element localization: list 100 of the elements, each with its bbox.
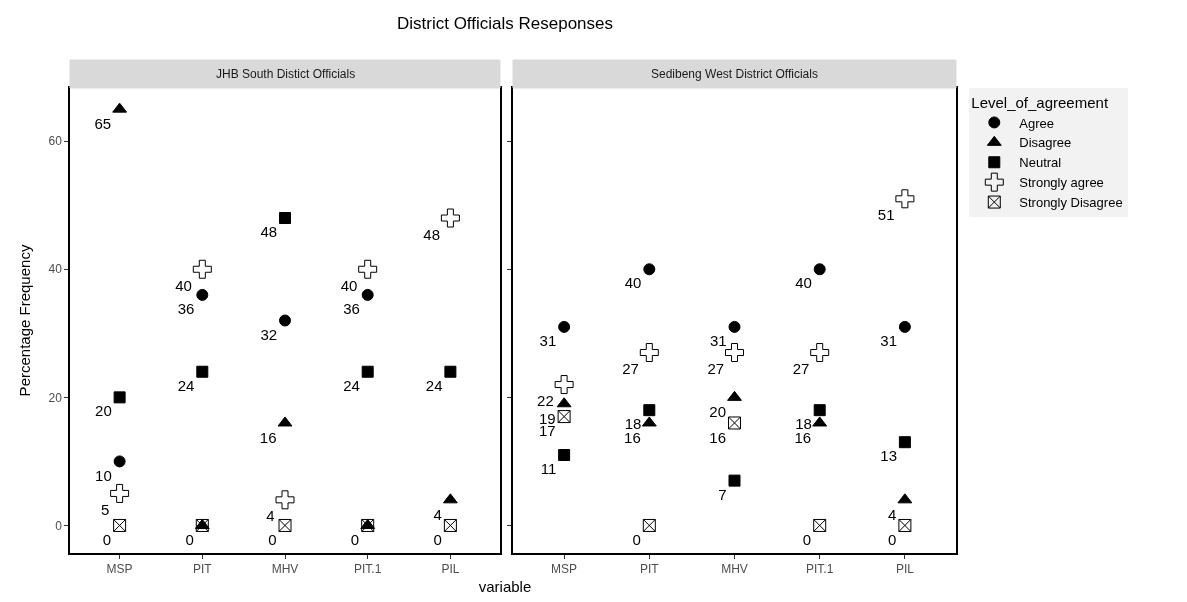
x-tick-label: PIT.1 — [806, 562, 834, 577]
point — [643, 263, 656, 276]
point — [813, 263, 826, 276]
data-label: 36 — [177, 300, 195, 318]
x-axis-title: variable — [477, 578, 533, 595]
data-label: 19 — [538, 409, 556, 427]
legend-label: Agree — [1019, 115, 1054, 131]
x-tick-label: MHV — [721, 562, 748, 577]
point — [113, 455, 126, 468]
chart-title: District Officials Reseponses — [395, 14, 614, 34]
chart-subtitle: Sedibeng West District Officials — [651, 67, 818, 81]
point — [443, 518, 457, 532]
x-tick-label: MSP — [106, 562, 133, 577]
point — [895, 189, 915, 209]
data-label: 48 — [423, 225, 441, 243]
y-axis-title: Percentage Frequency — [15, 244, 33, 397]
point — [279, 314, 291, 327]
data-label: 4 — [266, 507, 275, 525]
point — [361, 288, 374, 301]
y-tick-label: 40 — [48, 262, 63, 277]
point — [558, 320, 571, 333]
point — [639, 343, 659, 363]
data-label: 27 — [792, 360, 810, 378]
y-tick-label: 60 — [48, 134, 63, 149]
x-tick-label: PIL — [895, 562, 915, 577]
y-tick-label: 20 — [48, 390, 63, 405]
x-tick-label: PIT — [192, 562, 213, 577]
point — [898, 518, 912, 532]
data-label: 51 — [877, 206, 895, 224]
data-label: 0 — [185, 531, 194, 549]
point — [110, 483, 130, 503]
legend-label: Neutral — [1019, 155, 1062, 171]
data-label: 27 — [707, 360, 725, 378]
data-label: 27 — [622, 360, 639, 378]
point — [113, 518, 127, 532]
point — [813, 404, 826, 417]
point — [358, 259, 378, 279]
point — [642, 518, 656, 532]
data-label: 5 — [100, 501, 110, 519]
point — [278, 518, 292, 532]
data-label: 31 — [709, 332, 727, 350]
point — [192, 259, 212, 279]
legend-label: Disagree — [1019, 135, 1072, 151]
data-label: 40 — [175, 276, 192, 294]
data-label: 0 — [102, 531, 112, 549]
data-label: 0 — [433, 531, 442, 549]
x-tick-label: PIT.1 — [354, 562, 382, 577]
point — [728, 416, 741, 430]
data-label: 0 — [268, 531, 277, 549]
y-tick-label: 0 — [55, 518, 63, 533]
point — [361, 365, 374, 378]
data-label: 0 — [632, 531, 641, 549]
point — [554, 375, 574, 395]
data-label: 24 — [343, 376, 360, 394]
legend-title: Level_of_agreement — [971, 93, 1109, 111]
chart-subtitle: JHB South Distict Officials — [216, 67, 356, 81]
data-label: 20 — [709, 403, 726, 421]
data-label: 11 — [540, 460, 557, 478]
point — [275, 490, 295, 510]
data-label: 16 — [259, 428, 277, 446]
data-label: 31 — [880, 332, 898, 350]
data-label: 36 — [343, 300, 360, 318]
point — [196, 365, 209, 378]
x-tick-label: MSP — [551, 562, 578, 577]
point — [728, 320, 741, 333]
data-label: 65 — [94, 114, 112, 132]
data-label: 0 — [802, 531, 812, 549]
point — [557, 410, 571, 424]
data-label: 40 — [795, 274, 812, 292]
point — [813, 518, 827, 532]
point — [558, 449, 571, 461]
data-label: 32 — [260, 325, 278, 343]
data-label: 20 — [95, 402, 112, 420]
data-label: 10 — [95, 466, 112, 484]
data-label: 22 — [537, 392, 554, 410]
point — [113, 391, 126, 404]
data-label: 0 — [888, 531, 897, 549]
point — [196, 288, 209, 301]
point — [810, 343, 830, 363]
legend-label: Strongly agree — [1019, 175, 1104, 191]
point — [279, 212, 291, 225]
point — [898, 320, 911, 333]
data-label: 4 — [433, 505, 442, 523]
x-tick-label: PIL — [441, 562, 460, 577]
data-label: 4 — [888, 505, 897, 523]
x-tick-label: MHV — [271, 562, 299, 577]
data-label: 24 — [177, 376, 195, 394]
point — [727, 390, 742, 401]
data-label: 40 — [340, 276, 358, 294]
legend-label: Strongly Disagree — [1019, 195, 1123, 211]
point — [728, 474, 741, 487]
point — [444, 365, 457, 378]
data-label: 13 — [880, 447, 898, 465]
point — [898, 436, 911, 449]
data-label: 0 — [350, 531, 360, 549]
data-label: 31 — [539, 332, 557, 350]
data-label: 24 — [425, 376, 443, 394]
point — [440, 208, 460, 228]
data-label: 48 — [260, 223, 278, 241]
point — [643, 404, 656, 417]
